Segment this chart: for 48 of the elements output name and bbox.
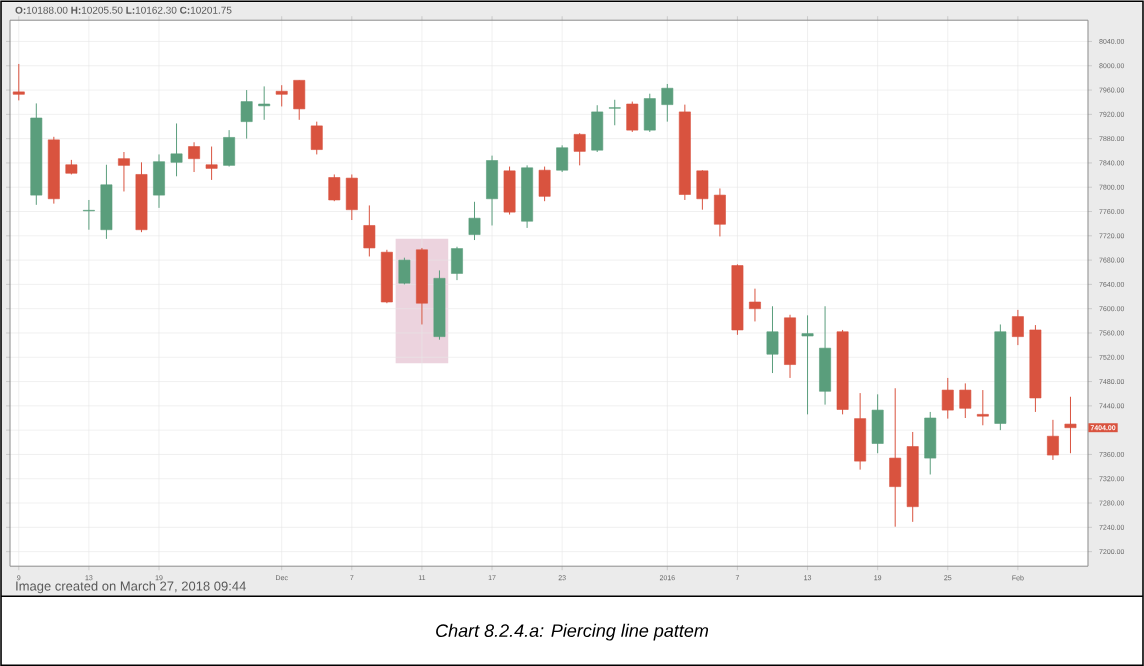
- candlestick: [696, 169, 709, 211]
- candlestick: [819, 305, 831, 406]
- candlestick: [240, 89, 253, 140]
- candlestick: [643, 93, 656, 133]
- candlestick: [941, 377, 954, 420]
- candlestick: [889, 387, 902, 528]
- candlestick: [959, 382, 972, 419]
- candlestick: [1064, 396, 1077, 454]
- candlestick: [1011, 309, 1024, 346]
- candlestick: [503, 165, 516, 215]
- candlestick: [591, 104, 604, 153]
- candlestick: [310, 121, 323, 155]
- candlestick: [293, 79, 306, 121]
- candlestick: [223, 129, 236, 167]
- candlestick: [661, 83, 674, 123]
- candlestick: [328, 173, 341, 202]
- candlestick: [573, 132, 586, 166]
- candlestick: [451, 246, 463, 281]
- candlestick: [275, 84, 288, 107]
- candlestick: [205, 145, 218, 181]
- candlestick: [170, 122, 183, 177]
- candlestick: [12, 63, 25, 101]
- caption: Chart 8.2.4.a: Piercing line pattem: [436, 623, 709, 641]
- candlestick: [258, 85, 271, 121]
- candlestick: [871, 393, 884, 454]
- candlestick: [82, 199, 95, 231]
- candlestick: [801, 314, 814, 415]
- candlestick: [363, 204, 376, 257]
- candlestick: [468, 201, 481, 241]
- candlestick: [976, 389, 989, 426]
- candlestick: [784, 314, 796, 379]
- candlestick: [345, 173, 358, 221]
- candlestick: [608, 99, 621, 126]
- candlestick: [714, 187, 726, 237]
- candlestick: [626, 100, 639, 133]
- candlestick: [118, 151, 130, 192]
- candlestick: [924, 411, 937, 475]
- candlestick: [398, 257, 411, 285]
- candlestick: [486, 155, 498, 226]
- candlestick: [153, 153, 165, 209]
- candlestick: [854, 392, 867, 471]
- candlestick: [749, 288, 761, 322]
- candlestick: [556, 144, 569, 173]
- candlestick: [100, 164, 113, 240]
- candlestick: [766, 305, 779, 374]
- candlestick: [538, 165, 551, 202]
- candlestick: [1047, 419, 1059, 461]
- candlestick: [188, 141, 200, 173]
